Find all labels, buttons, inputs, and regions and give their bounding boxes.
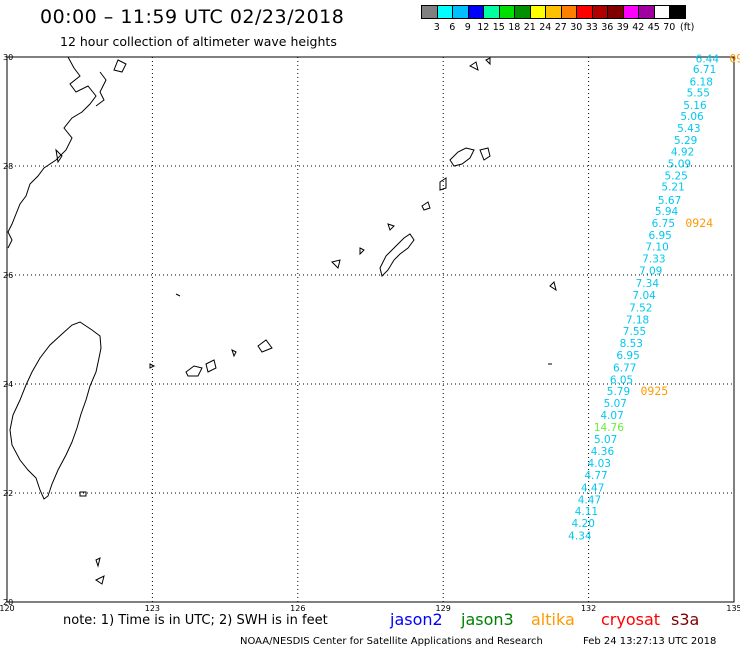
lat-tick-label: 20 [3,598,13,607]
pass-time-label: 09 [729,52,740,66]
swh-value-label: 4.07 [600,410,623,422]
satellite-jason2: jason2 [390,610,443,629]
legend-swatch [669,5,686,19]
swh-value-label: 5.94 [655,206,679,218]
okinawa-island [379,233,415,277]
swh-value-label: 4.11 [575,506,598,518]
legend-tick-label: 6 [449,22,456,33]
swh-value-label: 7.34 [636,278,660,290]
swh-value-label: 7.33 [642,254,665,266]
taiwan-coastline [9,321,102,500]
swh-value-label: 5.25 [664,170,687,182]
swh-value-label: 7.10 [645,242,668,254]
lat-tick-label: 30 [3,53,13,62]
legend-ticks: 3 6 9 12 15 18 21 24 27 30 33 36 39 42 45 70 (ft) [421,22,704,33]
lon-tick-label: 129 [436,604,451,613]
swh-value-label: 5.07 [594,434,617,446]
swh-value-label: 5.79 [607,386,630,398]
china-coastline [7,56,97,249]
lon-tick-label: 123 [145,604,160,613]
satellite-altika: altika [531,610,575,629]
lat-tick-label: 22 [3,489,13,498]
generated-timestamp: Feb 24 13:27:13 UTC 2018 [583,636,717,647]
legend-tick-label: 9 [464,22,471,33]
legend-tick-label: 12 [477,22,490,33]
map-frame [6,56,735,603]
swh-value-label: 4.47 [578,495,601,507]
swh-value-label: 7.52 [629,303,652,315]
swh-value-label: 6.44 [696,54,720,66]
legend-tick-label: 21 [523,22,536,33]
legend-unit: (ft) [680,22,695,33]
legend-tick-label: 36 [601,22,614,33]
legend-tick-label: 70 [663,22,676,33]
axis-tick-labels: 120 123 126 129 132 135 30 28 26 24 22 20 [0,53,740,613]
swh-value-label: 4.92 [671,146,694,158]
swh-value-label: 5.07 [604,398,627,410]
graticule [7,57,734,602]
swh-value-label: 14.76 [594,422,624,434]
swh-value-label: 5.21 [661,182,684,194]
swh-value-label: 7.09 [639,266,662,278]
swh-value-label: 7.04 [632,290,656,302]
legend-tick-label: 24 [539,22,552,33]
swh-value-label: 6.05 [610,375,633,387]
swh-value-label: 4.47 [581,483,604,495]
satellite-s3a: s3a [671,610,700,629]
legend-tick-label: 45 [647,22,660,33]
swh-value-label: 5.29 [674,135,697,147]
altimeter-track: 6.446.716.185.555.165.065.435.294.925.09… [568,52,740,543]
swh-value-label: 6.95 [648,230,671,242]
color-legend: 3 6 9 12 15 18 21 24 27 30 33 36 39 42 45 70 (ft) [421,5,704,33]
swh-value-label: 8.53 [620,338,643,350]
footnote: note: 1) Time is in UTC; 2) SWH is in fe… [63,613,328,628]
swh-value-label: 4.77 [584,470,607,482]
lon-tick-label: 135 [726,604,740,613]
page-title: 00:00 – 11:59 UTC 02/23/2018 [40,6,345,28]
swh-value-label: 5.43 [677,123,700,135]
legend-tick-label: 42 [632,22,645,33]
satellite-cryosat: cryosat [601,610,661,629]
legend-swatches [421,5,704,19]
pass-time-label: 0924 [685,216,713,230]
swh-value-label: 6.77 [613,363,636,375]
swh-value-label: 6.75 [652,218,675,230]
legend-tick-label: 27 [554,22,567,33]
swh-value-label: 5.67 [658,195,681,207]
satellite-jason3: jason3 [461,610,514,629]
swh-value-label: 5.06 [680,111,704,123]
swh-value-label: 4.20 [572,518,595,530]
swh-value-label: 5.55 [687,87,710,99]
coastline [7,56,557,585]
legend-tick-label: 33 [585,22,598,33]
ishigaki-island [185,365,203,377]
legend-tick-label: 39 [616,22,629,33]
legend-tick-label: 30 [570,22,583,33]
page-subtitle: 12 hour collection of altimeter wave hei… [60,34,337,49]
lat-tick-label: 26 [3,271,13,280]
swh-value-label: 5.16 [683,100,707,112]
swh-value-label: 5.09 [668,158,691,170]
lon-tick-label: 120 [0,604,15,613]
lat-tick-label: 28 [3,162,13,171]
swh-value-label: 6.18 [690,77,713,89]
legend-tick-label: 15 [492,22,505,33]
amami-island [449,147,475,167]
lat-tick-label: 24 [3,380,13,389]
swh-value-label: 4.36 [591,446,615,458]
lon-tick-label: 126 [290,604,305,613]
swh-value-label: 7.55 [623,326,646,338]
legend-tick-label: 18 [508,22,521,33]
swh-value-label: 6.71 [693,64,716,76]
credit-text: NOAA/NESDIS Center for Satellite Applica… [240,636,543,647]
swh-value-label: 6.95 [616,350,639,362]
swh-value-label: 7.18 [626,315,649,327]
lon-tick-label: 132 [581,604,596,613]
swh-value-label: 4.03 [588,458,611,470]
swh-value-label: 4.34 [568,531,592,543]
legend-tick-label: 3 [433,22,440,33]
pass-time-label: 0925 [640,384,668,398]
